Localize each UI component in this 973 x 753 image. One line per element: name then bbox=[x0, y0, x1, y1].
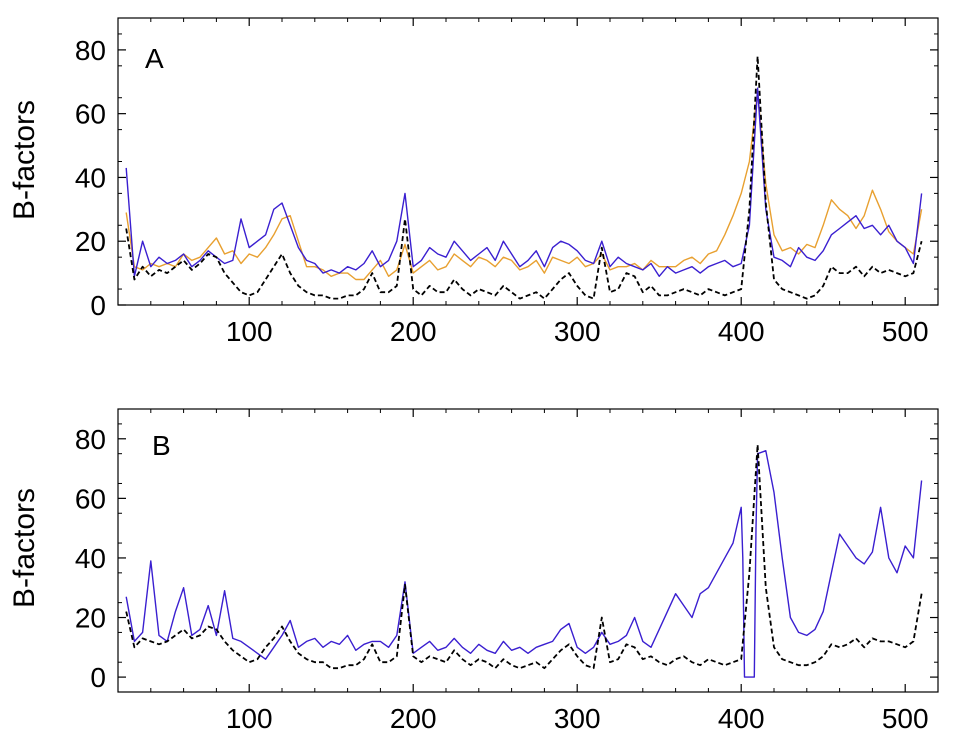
panel-b-ticks: 100 200 300 400 500 0 20 40 60 80 bbox=[75, 409, 938, 734]
panel-b-x-tick-label: 200 bbox=[390, 703, 437, 734]
panel-b-y-tick-label: 20 bbox=[75, 603, 106, 634]
panel-b-series-black-dashed bbox=[125, 443, 923, 670]
panel-a-plot-area bbox=[117, 17, 939, 306]
panel-a-y-tick-label: 20 bbox=[75, 226, 106, 257]
panel-b-y-tick-label: 80 bbox=[75, 424, 106, 455]
panel-b: 100 200 300 400 500 0 20 40 60 80 B B-factors bbox=[8, 408, 939, 734]
panel-a-series-black-dashed bbox=[125, 55, 923, 300]
panel-a-y-tick-label: 60 bbox=[75, 99, 106, 130]
panel-a-x-tick-label: 300 bbox=[554, 316, 601, 347]
panel-a-label: A bbox=[145, 43, 164, 74]
panel-a-x-tick-label: 100 bbox=[226, 316, 273, 347]
panel-a-y-tick-label: 80 bbox=[75, 35, 106, 66]
panel-b-y-tick-label: 40 bbox=[75, 543, 106, 574]
panel-a: 100 200 300 400 500 0 20 40 60 80 A B-factors bbox=[8, 17, 939, 347]
panel-b-y-tick-label: 60 bbox=[75, 483, 106, 514]
panel-b-x-tick-label: 500 bbox=[882, 703, 929, 734]
panel-a-ylabel: B-factors bbox=[8, 100, 41, 220]
panel-a-x-tick-label: 500 bbox=[882, 316, 929, 347]
panel-a-series-blue bbox=[125, 87, 923, 277]
panel-a-ticks: 100 200 300 400 500 0 20 40 60 80 bbox=[75, 18, 938, 347]
panel-b-x-tick-label: 300 bbox=[554, 703, 601, 734]
panel-a-series-orange bbox=[125, 90, 923, 281]
panel-b-x-tick-label: 400 bbox=[718, 703, 765, 734]
panel-b-y-tick-label: 0 bbox=[90, 662, 106, 693]
panel-b-x-tick-label: 100 bbox=[226, 703, 273, 734]
panel-b-ylabel: B-factors bbox=[8, 488, 41, 608]
panel-b-series-blue bbox=[125, 450, 923, 678]
panel-a-x-tick-label: 400 bbox=[718, 316, 765, 347]
panel-b-series-layer bbox=[125, 443, 923, 678]
panel-a-x-tick-label: 200 bbox=[390, 316, 437, 347]
panel-a-series-layer bbox=[125, 55, 923, 300]
panel-a-y-tick-label: 0 bbox=[90, 290, 106, 321]
panel-b-label: B bbox=[152, 430, 171, 461]
panel-b-plot-area bbox=[117, 408, 939, 693]
panel-a-y-tick-label: 40 bbox=[75, 162, 106, 193]
